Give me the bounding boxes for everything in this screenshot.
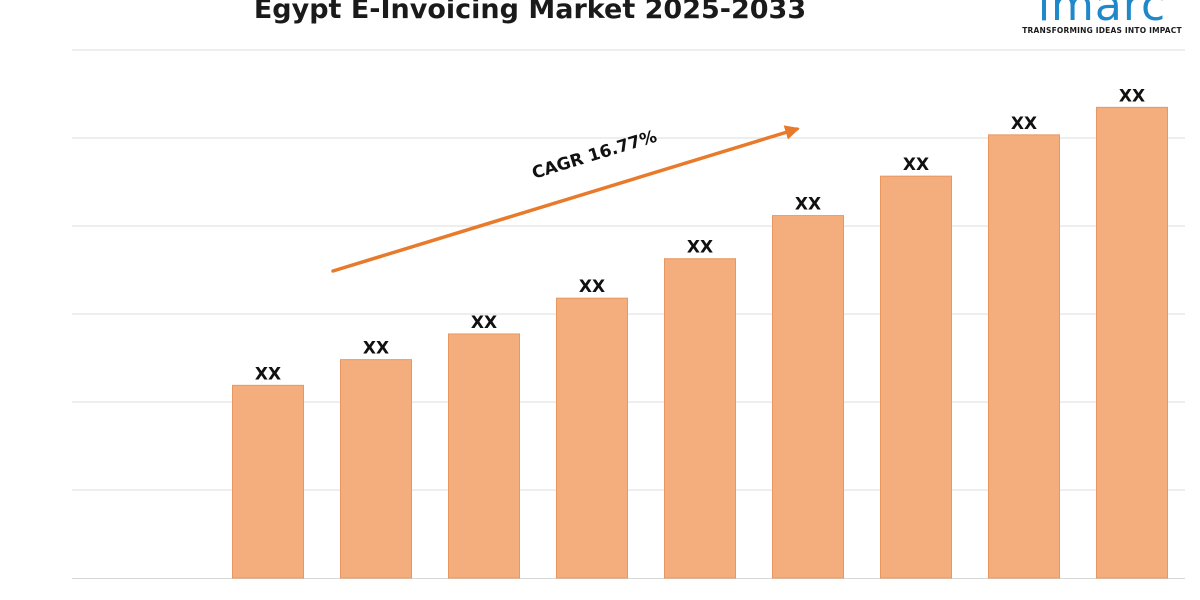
data-label: XX [795, 195, 821, 215]
logo-wordmark: imarc [1037, 0, 1167, 31]
bar [772, 215, 844, 579]
data-label: XX [471, 313, 497, 333]
cagr-annotation: CAGR 16.77% [331, 125, 800, 273]
data-labels: XX XX XX XX XX XX XX XX XX [255, 86, 1145, 384]
bar [232, 384, 304, 579]
bar [988, 134, 1060, 579]
bar [880, 175, 952, 579]
bar [1096, 106, 1168, 579]
bar [664, 258, 736, 579]
bar [448, 333, 520, 579]
cagr-label: CAGR 16.77% [530, 127, 660, 184]
imarc-logo: imarc TRANSFORMING IDEAS INTO IMPACT [1018, 0, 1186, 40]
bar-series [232, 106, 1168, 579]
data-label: XX [687, 238, 713, 258]
bar [556, 297, 628, 579]
data-label: XX [579, 277, 605, 297]
data-label: XX [903, 155, 929, 175]
chart-title: Egypt E-Invoicing Market 2025-2033 [253, 0, 807, 25]
bar [340, 359, 412, 579]
data-label: XX [363, 339, 389, 359]
cagr-arrow [331, 125, 800, 273]
data-label: XX [255, 364, 281, 384]
data-label: XX [1011, 114, 1037, 134]
logo-tagline: TRANSFORMING IDEAS INTO IMPACT [1022, 26, 1182, 35]
data-label: XX [1119, 86, 1145, 106]
